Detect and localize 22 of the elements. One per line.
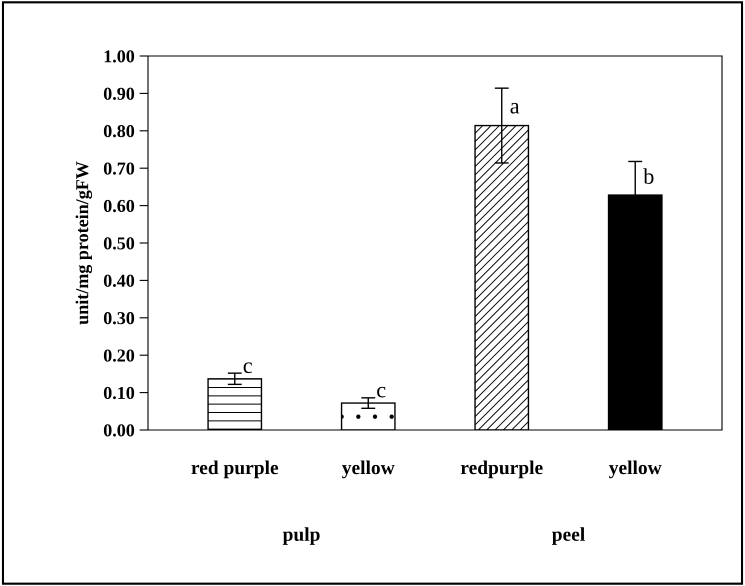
x-tick-label: red purple (191, 460, 278, 478)
y-tick-label: 0.80 (104, 125, 134, 138)
y-tick-label: 0.40 (104, 274, 134, 287)
y-tick-label: 0.90 (104, 88, 134, 100)
annotation: c (377, 386, 386, 398)
y-tick-label: 0.60 (104, 200, 134, 212)
y-tick-label: 0.30 (104, 312, 134, 324)
x-tick-label: yellow (608, 460, 662, 478)
y-tick-label: 0.20 (104, 349, 134, 362)
y-tick-label: 0.00 (104, 424, 134, 437)
x-tick-label: redpurple (460, 460, 543, 478)
y-tick-label: 1.00 (104, 50, 134, 63)
y-tick-label: 0.50 (104, 237, 134, 250)
y-tick-label: 0.10 (104, 386, 134, 400)
annotation: b (643, 168, 654, 184)
annotation: c (244, 362, 252, 374)
text: peel (552, 527, 585, 545)
y-axis-title: unit/mg protein/gFW (76, 161, 92, 325)
text: pulp (282, 527, 320, 545)
annotation: a (510, 102, 520, 114)
x-tick-label: yellow (342, 460, 395, 478)
y-tick-label: 0.70 (104, 162, 134, 175)
